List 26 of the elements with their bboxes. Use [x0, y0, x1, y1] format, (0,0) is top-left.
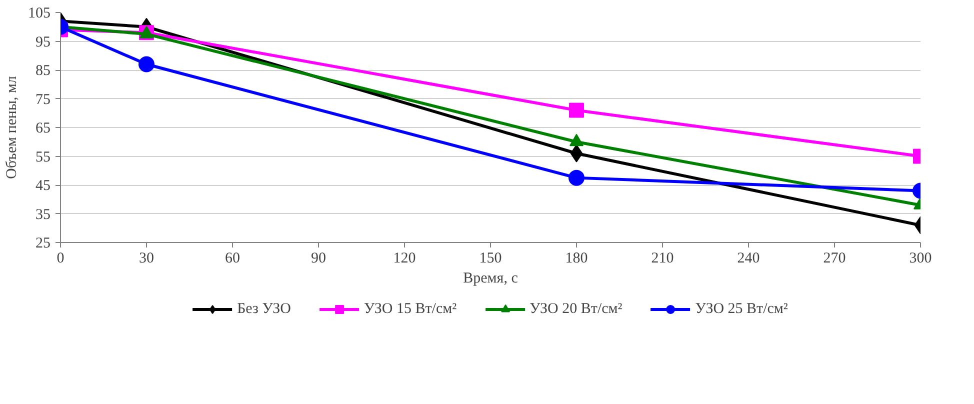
legend-label: Без УЗО	[237, 300, 291, 318]
y-tick-label: 95	[36, 34, 50, 50]
x-tick-label: 120	[393, 250, 416, 266]
x-tick-label: 60	[225, 250, 240, 266]
x-tick-label: 30	[139, 250, 154, 266]
x-tick-label: 180	[565, 250, 588, 266]
x-tick-label: 90	[311, 250, 326, 266]
y-tick-label: 75	[36, 92, 50, 108]
x-tick-label: 150	[479, 250, 502, 266]
y-tick-label: 45	[36, 178, 50, 194]
x-tick-label: 210	[651, 250, 674, 266]
x-tick-label: 240	[737, 250, 760, 266]
y-axis-title: Объем пены, мл	[4, 75, 20, 180]
legend-label: УЗО 20 Вт/см²	[530, 300, 622, 318]
x-tick-label: 300	[909, 250, 932, 266]
y-tick-label: 25	[36, 236, 50, 252]
y-tick-label: 55	[36, 149, 50, 166]
x-axis-title: Время, с	[463, 270, 518, 286]
y-tick-label: 65	[36, 120, 50, 136]
legend-label: УЗО 15 Вт/см²	[364, 300, 457, 318]
legend-label: УЗО 25 Вт/см²	[695, 300, 788, 318]
y-tick-label: 105	[28, 6, 50, 22]
x-tick-label: 270	[823, 250, 846, 266]
y-tick-label: 35	[36, 206, 50, 223]
x-tick-label: 0	[56, 250, 64, 266]
y-tick-label: 85	[36, 63, 50, 79]
